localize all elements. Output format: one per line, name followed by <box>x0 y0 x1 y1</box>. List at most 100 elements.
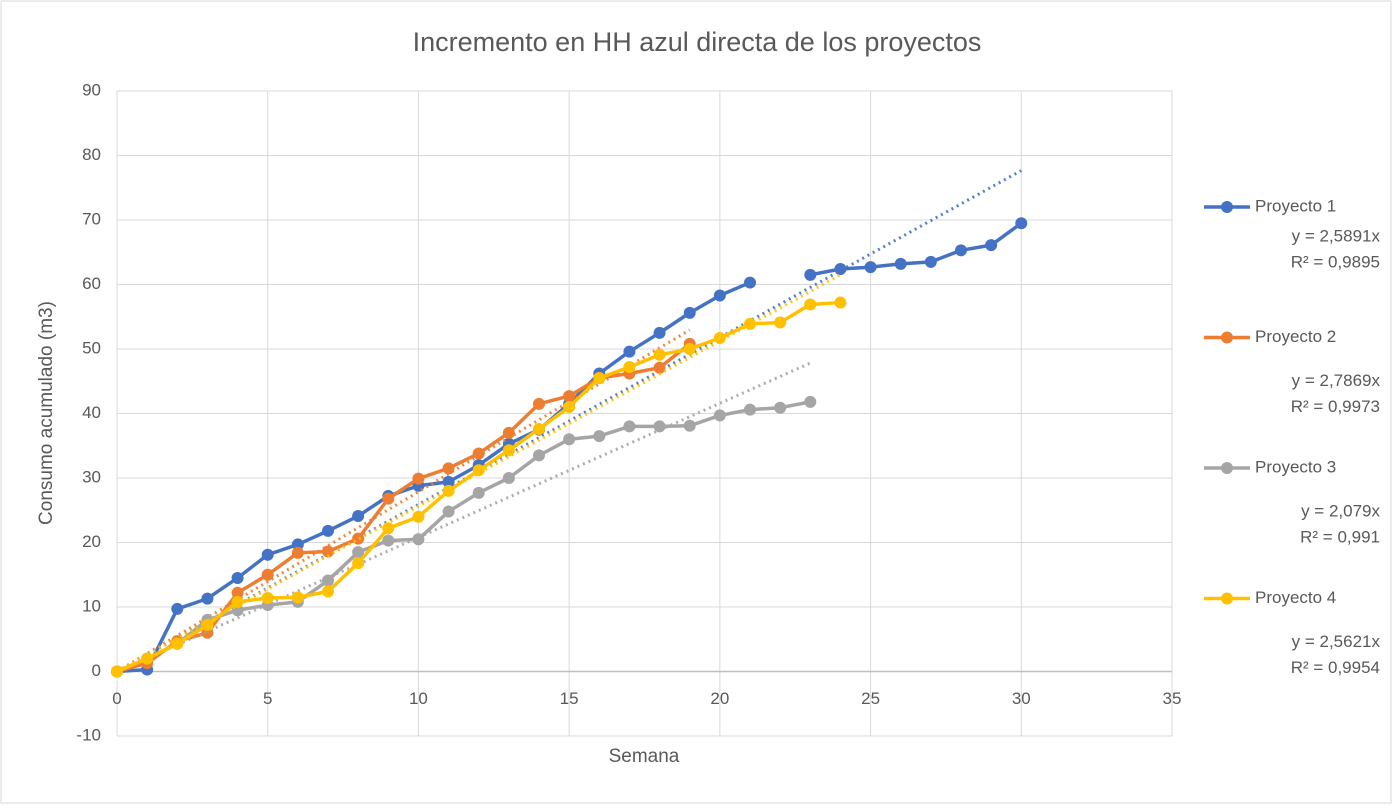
y-tick-label: -10 <box>76 725 101 744</box>
point <box>502 472 515 484</box>
trendline-r2: R² = 0,9954 <box>1291 658 1380 677</box>
point <box>412 533 425 546</box>
point <box>412 472 425 485</box>
point <box>502 426 515 439</box>
trendline <box>116 169 1023 673</box>
legend-label: Proyecto 2 <box>1255 327 1336 346</box>
point <box>322 585 334 598</box>
trendline-equation: y = 2,079x <box>1301 501 1380 520</box>
point <box>533 449 545 462</box>
point <box>623 420 636 433</box>
trendline-r2: R² = 0,9895 <box>1291 252 1380 271</box>
point <box>774 401 787 414</box>
y-tick-label: 90 <box>82 80 101 99</box>
trendline-r2: R² = 0,9973 <box>1291 397 1380 416</box>
point <box>563 390 576 403</box>
point <box>442 484 455 497</box>
point <box>472 464 485 477</box>
point <box>1015 217 1028 230</box>
legend-marker <box>1221 462 1233 474</box>
point <box>563 433 576 446</box>
point <box>322 524 334 537</box>
point <box>231 595 244 608</box>
point <box>744 317 756 330</box>
point <box>291 538 304 551</box>
point <box>744 403 756 416</box>
point <box>653 420 666 433</box>
point <box>261 548 274 561</box>
point <box>352 510 365 523</box>
y-tick-label: 10 <box>82 596 101 615</box>
point <box>713 409 726 422</box>
x-tick-label: 35 <box>1163 689 1182 708</box>
y-tick-label: 60 <box>82 274 101 293</box>
point <box>352 532 365 545</box>
point <box>442 475 455 488</box>
point <box>653 348 666 361</box>
point <box>472 486 485 499</box>
point <box>955 244 967 257</box>
point <box>382 492 395 505</box>
point <box>352 546 365 559</box>
point <box>653 326 666 339</box>
x-tick-label: 5 <box>263 689 272 708</box>
point <box>864 261 877 274</box>
trendline-equation: y = 2,5891x <box>1292 226 1381 245</box>
legend-label: Proyecto 3 <box>1255 457 1336 476</box>
point <box>171 602 184 615</box>
trendline-equation: y = 2,7869x <box>1292 371 1381 390</box>
point <box>774 316 787 329</box>
x-tick-label: 10 <box>409 689 428 708</box>
y-axis-label: Consumo acumulado (m3) <box>36 301 57 525</box>
point <box>924 255 937 268</box>
point <box>804 268 817 281</box>
point <box>231 586 244 599</box>
point <box>744 276 756 289</box>
point <box>804 395 817 408</box>
point <box>804 298 817 311</box>
point <box>201 592 214 605</box>
point <box>713 289 726 302</box>
y-tick-label: 20 <box>82 532 101 551</box>
point <box>985 239 998 252</box>
chart-title: Incremento en HH azul directa de los pro… <box>413 27 982 57</box>
point <box>623 361 636 374</box>
point <box>683 343 696 355</box>
point <box>322 574 334 587</box>
x-tick-label: 20 <box>710 689 729 708</box>
y-tick-label: 80 <box>82 145 101 164</box>
x-tick-label: 15 <box>560 689 579 708</box>
point <box>201 619 214 632</box>
point <box>713 332 726 345</box>
point <box>171 637 184 650</box>
y-tick-label: 70 <box>82 209 101 228</box>
point <box>412 510 425 523</box>
point <box>291 591 304 604</box>
point <box>533 397 545 410</box>
x-axis-label: Semana <box>609 746 680 767</box>
x-tick-label: 0 <box>112 689 121 708</box>
point <box>472 447 485 460</box>
point <box>834 263 847 276</box>
point <box>231 571 244 584</box>
y-tick-label: 30 <box>82 467 101 486</box>
trendline-equation: y = 2,5621x <box>1292 632 1381 651</box>
point <box>382 534 395 547</box>
trendline <box>116 361 811 673</box>
point <box>502 444 515 457</box>
legend-label: Proyecto 1 <box>1255 196 1336 215</box>
point <box>623 345 636 358</box>
point <box>683 419 696 432</box>
point <box>322 545 334 558</box>
point <box>593 372 606 385</box>
x-tick-label: 25 <box>861 689 880 708</box>
trendline-r2: R² = 0,991 <box>1300 527 1380 546</box>
point <box>442 505 455 518</box>
x-tick-label: 30 <box>1012 689 1031 708</box>
point <box>442 462 455 475</box>
legend-marker <box>1221 201 1233 213</box>
y-tick-label: 40 <box>82 403 101 422</box>
point <box>834 296 847 309</box>
point <box>352 557 365 570</box>
